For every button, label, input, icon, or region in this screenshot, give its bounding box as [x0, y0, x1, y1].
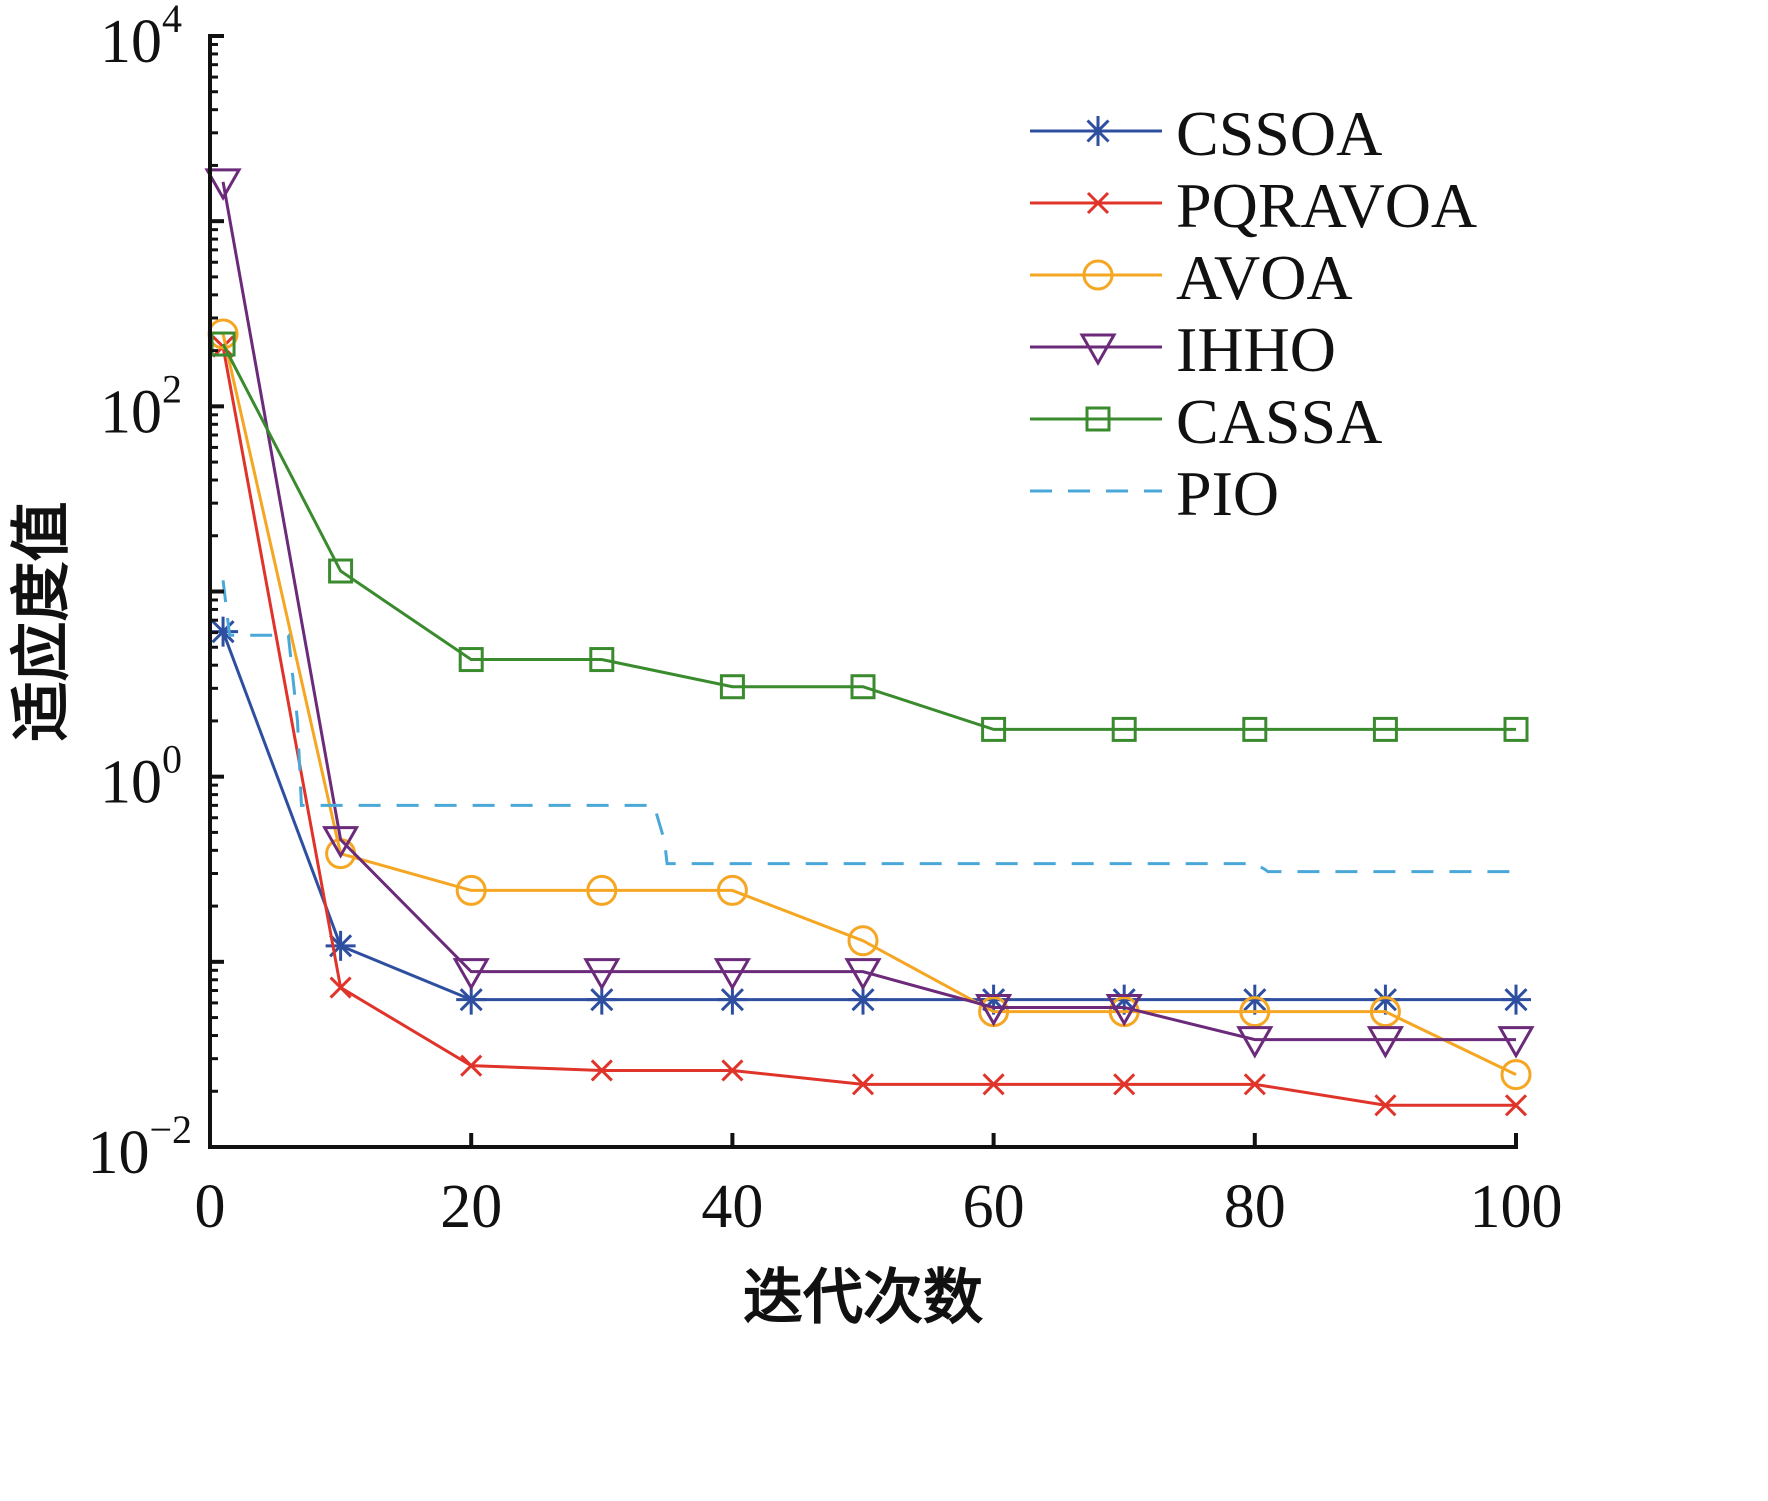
- series-pqravoa: [211, 335, 1528, 1117]
- data-point-avoa: [847, 925, 879, 957]
- axes: [208, 34, 1518, 1149]
- data-point-avoa: [455, 874, 487, 906]
- data-point-pqravoa: [1243, 1073, 1266, 1096]
- series-line-cassa: [221, 343, 1516, 731]
- data-point-ihho: [713, 958, 751, 991]
- legend-label: CASSA: [1176, 386, 1382, 457]
- data-point-pqravoa: [329, 976, 352, 999]
- x-tick-label: 20: [440, 1173, 502, 1241]
- legend-label: AVOA: [1176, 242, 1353, 313]
- x-tick-label: 100: [1470, 1173, 1563, 1241]
- series-line-ihho: [221, 181, 1516, 1042]
- legend-item-cassa: CASSA: [1030, 386, 1382, 457]
- legend-item-pqravoa: PQRAVOA: [1030, 170, 1477, 241]
- data-point-cssoa: [1239, 984, 1270, 1015]
- y-tick-label: 104: [100, 0, 182, 76]
- data-point-avoa: [586, 874, 618, 906]
- legend-label: IHHO: [1176, 314, 1336, 385]
- data-point-ihho: [1105, 993, 1143, 1027]
- y-tick-label: 102: [100, 366, 182, 446]
- data-point-ihho: [452, 958, 490, 991]
- data-point-pqravoa: [460, 1054, 483, 1077]
- data-point-cassa: [1503, 716, 1529, 742]
- y-tick-label: 100: [100, 737, 182, 817]
- data-point-pqravoa: [1113, 1073, 1136, 1096]
- y-tick-label-base: 104: [100, 0, 182, 76]
- legend-item-cssoa: CSSOA: [1030, 98, 1382, 169]
- data-point-ihho: [1497, 1026, 1535, 1059]
- legend-item-avoa: AVOA: [1030, 242, 1353, 313]
- data-point-pqravoa: [1374, 1094, 1397, 1117]
- data-point-cassa: [1242, 716, 1268, 742]
- data-point-avoa: [1369, 996, 1401, 1028]
- data-point-pqravoa: [851, 1073, 875, 1096]
- y-ticks: [210, 34, 224, 1149]
- y-tick-label-base: 10−2: [87, 1107, 192, 1187]
- data-point-cassa: [1111, 716, 1137, 742]
- legend-marker: [1079, 333, 1117, 367]
- data-point-ihho: [1236, 1026, 1274, 1059]
- series-cassa: [210, 331, 1529, 742]
- data-point-cassa: [210, 331, 236, 357]
- data-point-avoa: [1239, 996, 1271, 1028]
- y-tick-labels: 10−2 100 102 104: [87, 0, 192, 1187]
- data-point-cassa: [850, 674, 876, 700]
- x-tick-label: 40: [701, 1173, 763, 1241]
- series-line-pio: [221, 580, 1516, 874]
- x-tick-label: 60: [963, 1173, 1025, 1241]
- series-cssoa: [208, 616, 1531, 1015]
- data-point-pqravoa: [1504, 1094, 1528, 1117]
- data-point-cassa: [1372, 716, 1398, 742]
- data-point-cassa: [328, 558, 354, 584]
- data-point-cssoa: [1501, 984, 1531, 1015]
- x-tick-labels: 0 20 40 60 80 100: [195, 1173, 1563, 1241]
- legend-marker: [1083, 116, 1113, 146]
- data-point-avoa: [716, 874, 748, 906]
- data-point-pqravoa: [982, 1073, 1005, 1096]
- data-point-ihho: [204, 168, 242, 201]
- x-tick-label: 80: [1224, 1173, 1286, 1241]
- data-point-cssoa: [717, 984, 748, 1015]
- data-point-ihho: [322, 826, 360, 859]
- data-point-avoa: [1500, 1059, 1532, 1091]
- y-tick-label-base: 102: [100, 366, 182, 446]
- x-ticks: [208, 1133, 1518, 1147]
- legend-marker: [1085, 406, 1111, 432]
- legend-marker: [1082, 259, 1114, 291]
- series-pio: [221, 580, 1516, 874]
- data-point-cassa: [719, 674, 745, 700]
- y-tick-label: 10−2: [87, 1107, 192, 1187]
- series-ihho: [204, 168, 1535, 1059]
- y-tick-label-base: 100: [100, 737, 182, 817]
- legend-label: CSSOA: [1176, 98, 1382, 169]
- legend-label: PIO: [1176, 458, 1279, 529]
- data-point-cssoa: [1370, 984, 1401, 1015]
- data-point-ihho: [844, 958, 882, 991]
- legend-item-ihho: IHHO: [1030, 314, 1336, 385]
- data-point-cassa: [458, 647, 484, 673]
- data-point-cassa: [589, 647, 615, 673]
- data-point-pqravoa: [590, 1059, 613, 1082]
- legend-marker: [1086, 191, 1110, 215]
- legend-item-pio: PIO: [1030, 458, 1279, 529]
- data-point-ihho: [1366, 1026, 1404, 1059]
- x-axis-title: 迭代次数: [743, 1263, 983, 1333]
- plot-lines: [204, 168, 1535, 1117]
- data-point-pqravoa: [721, 1059, 744, 1082]
- data-point-ihho: [975, 993, 1013, 1027]
- series-avoa: [207, 318, 1532, 1091]
- data-point-ihho: [583, 958, 621, 991]
- y-axis-title: 适应度值: [7, 502, 77, 742]
- data-point-cassa: [981, 716, 1007, 742]
- legend-label: PQRAVOA: [1176, 170, 1477, 241]
- x-tick-label: 0: [195, 1173, 226, 1241]
- series-line-avoa: [221, 333, 1517, 1076]
